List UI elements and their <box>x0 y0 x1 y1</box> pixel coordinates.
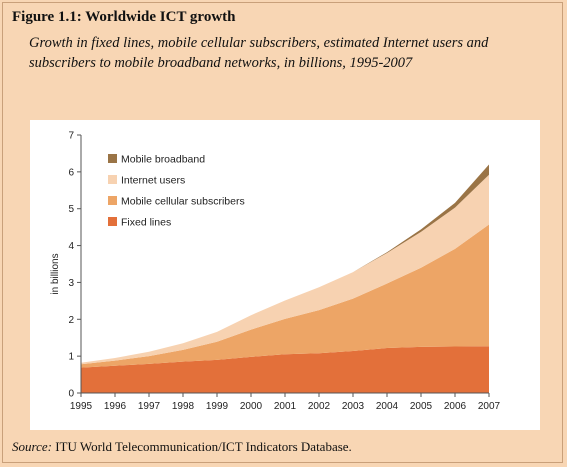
source-text: ITU World Telecommunication/ICT Indicato… <box>51 439 352 454</box>
legend-swatch-2 <box>108 175 117 184</box>
legend-label-0: Fixed lines <box>121 217 171 229</box>
x-tick-label-3: 1998 <box>172 401 195 412</box>
chart-panel: 0 1 2 3 4 5 6 7 1995 1996 1997 1998 1999 2000 2001 2002… <box>30 120 540 430</box>
x-tick-label-2: 1997 <box>138 401 161 412</box>
y-tick-label-5: 5 <box>68 204 74 215</box>
y-tick-label-0: 0 <box>68 389 74 400</box>
x-tick-label-11: 2006 <box>444 401 467 412</box>
y-tick-label-4: 4 <box>68 241 74 252</box>
legend-swatch-1 <box>108 196 117 205</box>
legend-label-3: Mobile broadband <box>121 154 205 166</box>
figure-title: Figure 1.1: Worldwide ICT growth <box>12 9 236 25</box>
figure-subtitle: Growth in fixed lines, mobile cellular s… <box>29 35 489 71</box>
y-tick-label-3: 3 <box>68 278 74 289</box>
series-area-1 <box>81 224 489 368</box>
figure-frame <box>2 2 563 463</box>
x-tick-label-9: 2004 <box>376 401 399 412</box>
legend-label-2: Internet users <box>121 175 185 187</box>
x-tick-label-6: 2001 <box>274 401 297 412</box>
x-tick-label-7: 2002 <box>308 401 331 412</box>
y-tick-label-6: 6 <box>68 167 74 178</box>
x-tick-label-0: 1995 <box>70 401 93 412</box>
ict-growth-chart: 0 1 2 3 4 5 6 7 1995 1996 1997 1998 1999 2000 2001 2002… <box>50 131 501 413</box>
y-tick-label-2: 2 <box>68 315 74 326</box>
y-axis-label: in billions <box>50 253 61 294</box>
x-tick-label-5: 2000 <box>240 401 263 412</box>
source-note: Source: ITU World Telecommunication/ICT … <box>12 439 352 455</box>
x-tick-label-1: 1996 <box>104 401 127 412</box>
x-tick-label-4: 1999 <box>206 401 229 412</box>
legend-swatch-0 <box>108 217 117 226</box>
legend-label-1: Mobile cellular subscribers <box>121 196 245 208</box>
x-tick-label-12: 2007 <box>478 401 501 412</box>
legend-swatch-3 <box>108 154 117 163</box>
x-tick-label-10: 2005 <box>410 401 433 412</box>
x-tick-label-8: 2003 <box>342 401 365 412</box>
source-label: Source: <box>12 439 52 454</box>
series-area-2 <box>81 174 489 365</box>
series-area-0 <box>81 346 489 393</box>
y-tick-label-1: 1 <box>68 352 74 363</box>
y-tick-label-7: 7 <box>68 131 74 142</box>
